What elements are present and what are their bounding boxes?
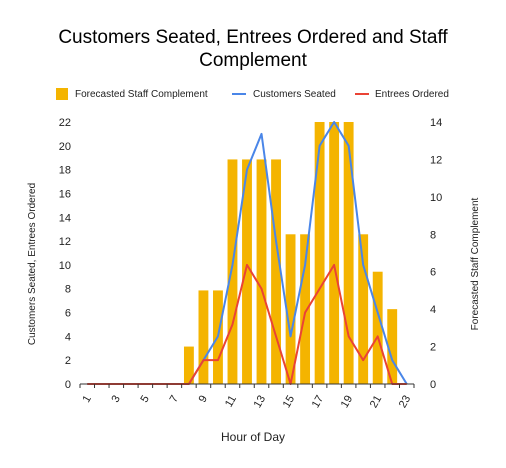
bar-staff-hour-22 xyxy=(387,309,398,384)
y-left-tick-label: 4 xyxy=(65,331,71,343)
bar-staff-hour-19 xyxy=(343,122,354,384)
y-axis-right-title: Forecasted Staff Complement xyxy=(470,197,481,330)
y-left-tick-label: 10 xyxy=(59,260,71,272)
legend-label-staff: Forecasted Staff Complement xyxy=(75,89,208,100)
y-right-tick-label: 2 xyxy=(430,342,436,354)
y-right-tick-label: 14 xyxy=(430,117,442,129)
y-right-tick-label: 6 xyxy=(430,267,436,279)
chart-title-line2: Complement xyxy=(199,50,307,71)
x-tick-label: 13 xyxy=(252,394,269,411)
bar-staff-hour-20 xyxy=(358,234,369,384)
y-right-tick-label: 12 xyxy=(430,154,442,166)
y-right-tick-label: 10 xyxy=(430,192,442,204)
legend: Forecasted Staff Complement Customers Se… xyxy=(56,88,449,100)
y-left-tick-label: 0 xyxy=(65,379,71,391)
x-tick-label: 17 xyxy=(310,394,327,411)
x-tick-label: 19 xyxy=(339,394,356,411)
y-left-tick-label: 22 xyxy=(59,117,71,129)
x-tick-label: 5 xyxy=(138,394,151,405)
x-tick-label: 1 xyxy=(80,394,93,405)
bar-staff-hour-21 xyxy=(372,271,383,384)
bars-layer xyxy=(183,122,398,384)
x-tick-label: 9 xyxy=(197,394,210,405)
bar-staff-hour-8 xyxy=(183,346,194,384)
bar-staff-hour-12 xyxy=(242,159,252,384)
y-left-tick-label: 20 xyxy=(59,141,71,153)
y-left-tick-label: 12 xyxy=(59,236,71,248)
y-left-tick-label: 8 xyxy=(65,284,71,296)
y-right-tick-label: 4 xyxy=(430,304,436,316)
y-left-tick-label: 6 xyxy=(65,308,71,320)
legend-label-entrees: Entrees Ordered xyxy=(375,89,449,100)
y-left-tick-label: 16 xyxy=(59,188,71,200)
x-tick-label: 21 xyxy=(368,394,385,411)
bar-staff-hour-11 xyxy=(227,159,238,384)
bar-staff-hour-17 xyxy=(314,122,325,384)
legend-label-customers: Customers Seated xyxy=(253,89,336,100)
bar-staff-hour-16 xyxy=(300,234,311,384)
bar-staff-hour-9 xyxy=(198,290,209,384)
legend-swatch-staff xyxy=(56,88,68,100)
y-right-tick-label: 0 xyxy=(430,379,436,391)
x-tick-label: 7 xyxy=(168,394,181,405)
y-left-tick-label: 14 xyxy=(59,212,71,224)
bar-staff-hour-14 xyxy=(271,159,281,384)
bar-staff-hour-18 xyxy=(329,122,340,384)
y-axis-left-title: Customers Seated, Entrees Ordered xyxy=(27,183,38,345)
x-tick-label: 23 xyxy=(397,394,414,411)
x-tick-label: 3 xyxy=(109,394,122,405)
x-tick-label: 15 xyxy=(281,394,298,411)
y-left-tick-label: 18 xyxy=(59,165,71,177)
chart-title-line1: Customers Seated, Entrees Ordered and St… xyxy=(58,27,448,48)
bar-staff-hour-13 xyxy=(256,159,267,384)
y-left-tick-label: 2 xyxy=(65,355,71,367)
ticks-layer: 1 3 5 7 9 11 13 15 17 19 21 23024681012141618202202… xyxy=(59,117,443,410)
x-tick-label: 11 xyxy=(223,394,239,410)
bar-staff-hour-15 xyxy=(285,234,296,384)
y-right-tick-label: 8 xyxy=(430,229,436,241)
x-axis-title: Hour of Day xyxy=(221,430,285,444)
